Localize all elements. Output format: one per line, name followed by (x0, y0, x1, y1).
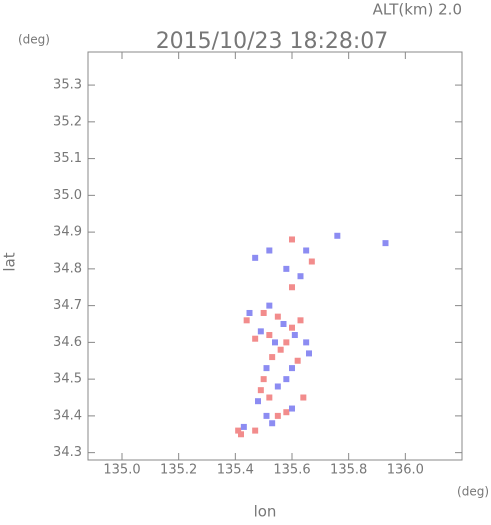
data-point (283, 339, 290, 346)
chart-title: 2015/10/23 18:28:07 (156, 29, 389, 54)
data-point (300, 394, 307, 401)
y-tick-label: 34.8 (53, 261, 82, 276)
data-point (243, 317, 250, 324)
data-point (283, 265, 290, 272)
data-point (297, 273, 304, 280)
y-tick-label: 34.7 (53, 298, 82, 313)
data-point (289, 236, 295, 243)
plot-frame (87, 51, 463, 461)
data-point (260, 309, 267, 316)
x-tick-label: 135.2 (160, 463, 197, 478)
data-point (263, 365, 270, 372)
y-unit: (deg) (18, 33, 50, 47)
data-point (272, 339, 278, 346)
data-point (266, 247, 273, 254)
data-point (283, 376, 290, 383)
data-point (303, 339, 310, 346)
x-tick-label: 135.8 (330, 463, 367, 478)
x-tick-label: 135.6 (273, 463, 310, 478)
y-tick-label: 35.0 (53, 188, 82, 203)
data-point (277, 346, 284, 353)
y-tick-label: 34.3 (53, 445, 82, 460)
data-point (294, 357, 301, 364)
data-point (283, 409, 290, 416)
y-tick-label: 35.3 (53, 78, 82, 93)
data-point (257, 387, 264, 394)
data-point (274, 313, 281, 320)
x-tick-label: 135.0 (103, 463, 140, 478)
data-point (297, 317, 304, 324)
y-tick-label: 34.5 (53, 372, 82, 387)
data-point (334, 232, 341, 239)
data-point (269, 354, 276, 361)
altitude-label: ALT(km) 2.0 (373, 1, 462, 19)
data-point (289, 324, 295, 331)
data-point (266, 332, 273, 339)
data-point (274, 412, 281, 419)
data-point (291, 332, 298, 339)
data-point (306, 350, 312, 357)
x-tick-label: 136.0 (387, 463, 424, 478)
y-tick-label: 35.2 (53, 114, 82, 129)
y-tick-label: 34.6 (53, 335, 82, 350)
x-unit: (deg) (457, 485, 489, 499)
data-point (289, 365, 295, 372)
y-tick-label: 35.1 (53, 151, 82, 166)
data-point (274, 383, 281, 390)
data-point (269, 420, 276, 427)
data-point (240, 423, 247, 430)
data-point (280, 321, 287, 327)
data-point (303, 247, 310, 254)
data-point (263, 412, 270, 419)
data-point (257, 328, 264, 335)
data-point (289, 405, 295, 412)
data-point (255, 398, 261, 405)
data-point (235, 427, 242, 434)
data-point (266, 394, 273, 401)
data-point (252, 335, 259, 342)
data-point (382, 240, 389, 247)
data-point (260, 376, 267, 383)
data-point (252, 254, 259, 261)
data-point (289, 284, 295, 291)
x-tick-label: 135.4 (217, 463, 254, 478)
y-axis-label: lat (1, 252, 19, 271)
data-point (266, 302, 273, 309)
data-point (246, 309, 253, 316)
data-point (252, 427, 259, 434)
x-axis-label: lon (254, 503, 277, 521)
y-tick-label: 34.4 (53, 408, 82, 423)
y-tick-label: 34.9 (53, 225, 82, 240)
data-point (308, 258, 315, 265)
data-point (238, 431, 244, 438)
